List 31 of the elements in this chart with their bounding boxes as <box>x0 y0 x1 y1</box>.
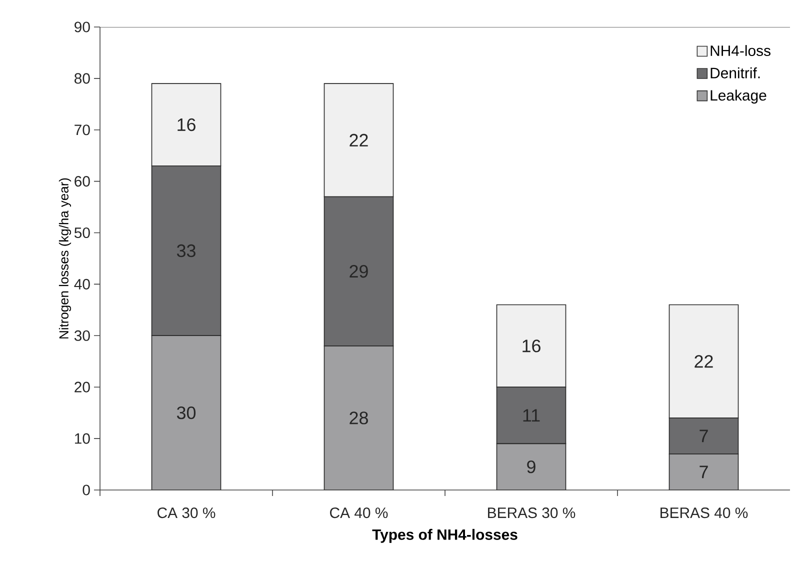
data-label: 22 <box>694 355 713 368</box>
data-label: 16 <box>178 118 196 132</box>
y-tick-label: 60 <box>74 176 90 187</box>
data-label: 29 <box>350 264 368 278</box>
x-tick-label: BERAS 40 % <box>660 508 748 518</box>
x-tick-label: CA 30 % <box>158 508 216 518</box>
data-label: 7 <box>700 466 708 478</box>
data-label: 28 <box>350 412 368 424</box>
y-tick-label: 90 <box>74 22 90 32</box>
data-label: 11 <box>523 409 540 422</box>
y-tick-label: 80 <box>74 73 90 84</box>
y-tick-label: 50 <box>74 227 90 238</box>
y-tick-label: 20 <box>74 382 90 392</box>
y-tick-label: 0 <box>82 484 90 496</box>
x-axis-title: Types of NH4-losses <box>372 528 518 543</box>
legend-label: Denitrif. <box>710 67 760 78</box>
legend-label: Leakage <box>710 90 766 104</box>
y-tick-label: 10 <box>75 433 90 444</box>
data-label: 7 <box>700 430 708 442</box>
y-axis-title: Nitrogen losses (kg/ha year) <box>58 178 72 338</box>
y-tick-label: 30 <box>74 330 90 341</box>
x-tick-label: BERAS 30 % <box>488 508 576 518</box>
data-label: 30 <box>176 406 196 420</box>
data-label: 22 <box>350 134 368 146</box>
data-label: 9 <box>527 460 536 474</box>
data-label: 16 <box>522 340 540 352</box>
y-tick-label: 70 <box>74 124 90 136</box>
y-tick-label: 40 <box>74 278 90 290</box>
legend-label: NH4-loss <box>710 45 770 56</box>
data-label: 33 <box>176 244 196 258</box>
x-tick-label: CA 40 % <box>330 508 388 518</box>
